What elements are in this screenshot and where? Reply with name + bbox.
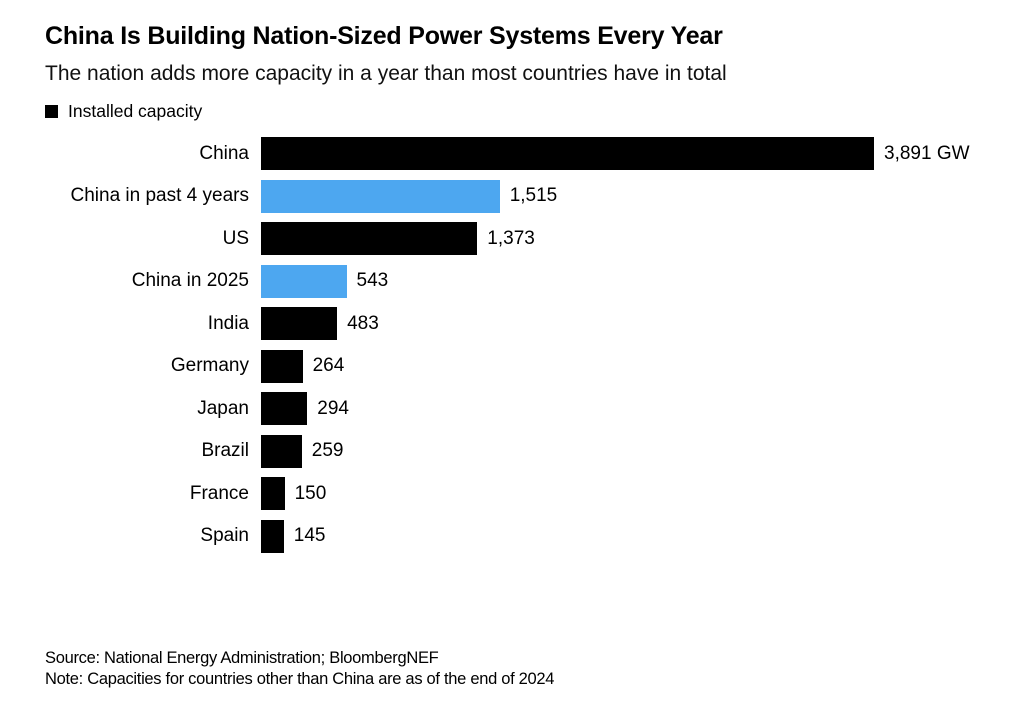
bar xyxy=(261,434,302,468)
chart-footer: Source: National Energy Administration; … xyxy=(45,648,554,690)
bar xyxy=(261,179,500,213)
bar-track: 3,891 GW xyxy=(261,137,1028,170)
category-label: Japan xyxy=(197,397,249,419)
category-label: Germany xyxy=(170,355,249,376)
bar-chart: China 3,891 GW China in past 4 years 1,515 U… xyxy=(45,137,1028,553)
bar xyxy=(261,392,308,425)
value-label: 150 xyxy=(294,482,327,504)
value-label: 3,891 GW xyxy=(884,142,970,164)
value-label: 1,373 xyxy=(487,227,535,249)
category-label: France xyxy=(189,482,249,504)
legend-swatch-icon xyxy=(45,104,58,118)
bar-track: 483 xyxy=(261,307,1028,340)
value-label: 483 xyxy=(347,312,379,334)
chart-row: France 150 xyxy=(45,477,1028,510)
value-label: 1,515 xyxy=(509,185,558,206)
bar-track: 294 xyxy=(261,392,1028,425)
value-label: 259 xyxy=(311,440,344,461)
value-label: 264 xyxy=(312,355,345,376)
chart-row: Brazil 259 xyxy=(45,434,1028,468)
category-label: Spain xyxy=(200,525,249,546)
legend-label: Installed capacity xyxy=(68,100,203,121)
bar-track: 145 xyxy=(261,519,1028,553)
bar xyxy=(261,222,478,255)
chart-row: Germany 264 xyxy=(45,349,1028,383)
chart-row: China in past 4 years 1,515 xyxy=(45,179,1028,213)
source-line: Source: National Energy Administration; … xyxy=(45,649,439,667)
category-label: China in past 4 years xyxy=(70,185,250,206)
category-label: India xyxy=(207,312,249,334)
value-label: 543 xyxy=(356,270,389,291)
bar-track: 259 xyxy=(261,434,1028,468)
category-label: US xyxy=(222,227,249,249)
bar-track: 264 xyxy=(261,349,1028,383)
chart-row: China in 2025 543 xyxy=(45,264,1028,298)
note-line: Note: Capacities for countries other tha… xyxy=(45,670,555,688)
bar xyxy=(261,307,338,340)
chart-row: US 1,373 xyxy=(45,222,1028,255)
bar xyxy=(261,477,285,510)
value-label: 294 xyxy=(317,397,349,419)
category-label: China in 2025 xyxy=(131,270,249,291)
bar-track: 1,373 xyxy=(261,222,1028,255)
chart-title: China Is Building Nation-Sized Power Sys… xyxy=(45,22,723,50)
chart-row: Japan 294 xyxy=(45,392,1028,425)
category-label: Brazil xyxy=(201,440,249,461)
value-label: 145 xyxy=(293,525,326,546)
bar-track: 1,515 xyxy=(261,179,1028,213)
chart-row: India 483 xyxy=(45,307,1028,340)
bar xyxy=(261,519,284,553)
chart-row: China 3,891 GW xyxy=(45,137,1028,170)
chart-subtitle: The nation adds more capacity in a year … xyxy=(45,62,727,85)
category-label: China xyxy=(199,142,249,164)
bar-track: 543 xyxy=(261,264,1028,298)
bar xyxy=(261,349,303,383)
chart-row: Spain 145 xyxy=(45,519,1028,553)
bar xyxy=(261,137,874,170)
bar-track: 150 xyxy=(261,477,1028,510)
legend: Installed capacity xyxy=(45,100,1028,121)
bar xyxy=(261,264,347,298)
